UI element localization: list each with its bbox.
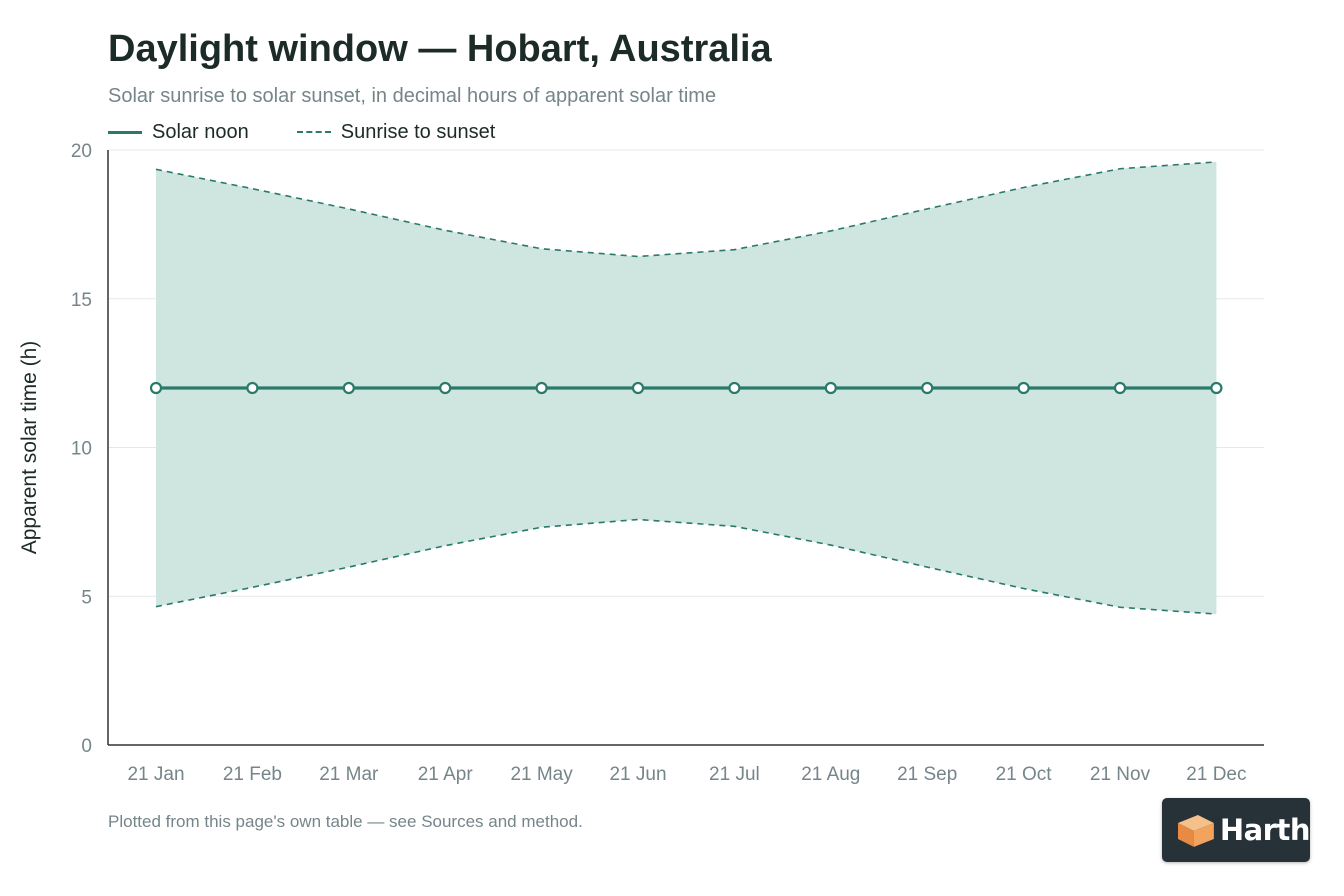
x-tick-label: 21 Jan (127, 764, 184, 785)
sunrise-line (155, 518, 1217, 615)
chart-footnote: Plotted from this page's own table — see… (108, 812, 583, 831)
x-tick-label: 21 Dec (1186, 764, 1246, 785)
y-tick-label: 20 (71, 141, 92, 162)
legend-item-sunrise-sunset: Sunrise to sunset (296, 120, 496, 144)
solar-noon-point (824, 381, 837, 395)
legend-item-solar-noon: Solar noon (108, 121, 249, 144)
solar-noon-point (631, 381, 645, 395)
x-tick-label: 21 May (510, 764, 573, 785)
solar-noon-point (535, 381, 548, 395)
solar-noon-point (1113, 381, 1127, 395)
solar-noon-point (1017, 381, 1030, 395)
x-tick-label: 21 Sep (897, 764, 957, 785)
solar-noon-point (439, 381, 452, 395)
chart-subtitle: Solar sunrise to solar sunset, in decima… (108, 85, 717, 107)
chart-legend: Solar noon Sunrise to sunset (108, 119, 543, 145)
chart-title: Daylight window — Hobart, Australia (108, 28, 772, 70)
legend-label-sunrise-sunset: Sunrise to sunset (340, 120, 496, 143)
brand-name: Harth (1219, 813, 1311, 847)
x-tick-label: 21 Nov (1090, 764, 1151, 785)
legend-label-solar-noon: Solar noon (152, 120, 249, 143)
x-tick-label: 21 Oct (996, 764, 1053, 785)
legend-swatch-dashed (296, 131, 331, 133)
legend-swatch-solid (108, 130, 142, 134)
solar-noon-point (246, 381, 259, 395)
solar-noon-point (728, 381, 741, 395)
y-tick-label: 0 (81, 736, 92, 757)
solar-noon-point (1210, 381, 1223, 395)
x-tick-label: 21 Mar (319, 764, 379, 785)
y-tick-label: 10 (71, 439, 92, 460)
x-tick-label: 21 Aug (801, 764, 860, 785)
solar-noon-point (921, 381, 934, 395)
y-tick-label: 15 (71, 290, 92, 311)
x-tick-label: 21 Apr (418, 764, 474, 785)
brand-badge[interactable]: Harth (1162, 798, 1311, 862)
y-axis-title: Apparent solar time (h) (18, 341, 41, 555)
harth-logo-icon (1177, 815, 1214, 847)
x-tick-label: 21 Feb (223, 764, 282, 785)
solar-noon-point (149, 381, 163, 395)
x-tick-label: 21 Jul (709, 764, 760, 785)
sunset-line (155, 161, 1217, 258)
solar-noon-point (342, 381, 355, 395)
y-tick-label: 5 (81, 587, 92, 608)
x-tick-label: 21 Jun (609, 764, 666, 785)
